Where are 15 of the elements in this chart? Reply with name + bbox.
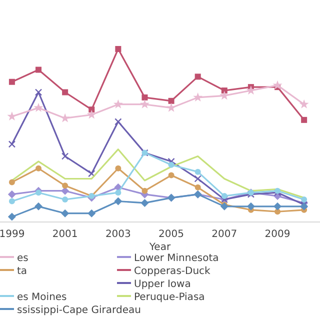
x-tick-label: 2005 <box>158 229 184 240</box>
x-tick-label: 2001 <box>52 229 78 240</box>
legend-label: Lower Minnesota <box>134 253 219 264</box>
x-tick-label: 2009 <box>264 229 290 240</box>
legend-label: ta <box>17 266 28 277</box>
legend-label: Upper Iowa <box>134 279 191 290</box>
legend-label: Copperas-Duck <box>134 266 211 277</box>
legend-label: Peruque-Piasa <box>134 292 205 303</box>
legend-label: ssissippi-Cape Girardeau <box>17 305 141 316</box>
legend-label: es Moines <box>17 292 67 303</box>
x-tick-label: 1999 <box>0 229 25 240</box>
legend-label: es <box>17 253 28 264</box>
x-axis-title: Year <box>148 242 172 253</box>
x-tick-label: 2007 <box>212 229 238 240</box>
x-tick-label: 2003 <box>105 229 131 240</box>
